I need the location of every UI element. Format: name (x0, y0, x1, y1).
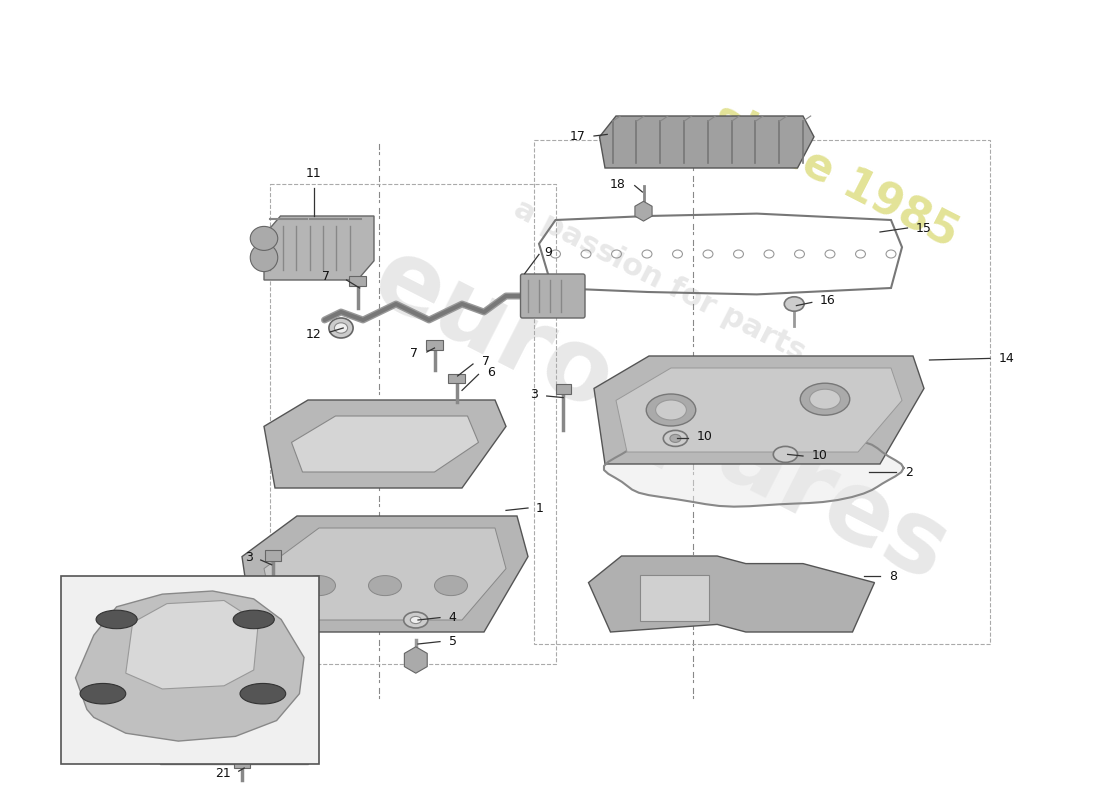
Ellipse shape (368, 576, 402, 595)
Polygon shape (76, 591, 304, 741)
Text: 10: 10 (696, 430, 712, 443)
FancyBboxPatch shape (178, 652, 244, 714)
Text: 12: 12 (306, 328, 321, 341)
Ellipse shape (251, 226, 277, 250)
Text: 3: 3 (530, 388, 538, 401)
Polygon shape (588, 556, 874, 632)
Text: 1: 1 (536, 502, 543, 514)
Polygon shape (292, 416, 478, 472)
Bar (160, 624, 308, 764)
FancyBboxPatch shape (520, 274, 585, 318)
Text: 8: 8 (889, 570, 896, 582)
Text: 7: 7 (322, 270, 330, 282)
Ellipse shape (233, 610, 274, 629)
Text: 21: 21 (216, 767, 231, 780)
Text: 5: 5 (449, 635, 456, 648)
Ellipse shape (663, 430, 688, 446)
Polygon shape (616, 368, 902, 452)
Ellipse shape (329, 318, 353, 338)
Bar (556, 384, 571, 394)
Polygon shape (640, 575, 708, 621)
Bar (60, 576, 319, 764)
Text: a passion for parts: a passion for parts (509, 194, 811, 366)
Ellipse shape (334, 322, 348, 334)
Ellipse shape (240, 683, 286, 704)
Text: 15: 15 (915, 222, 931, 234)
Ellipse shape (302, 576, 336, 595)
Ellipse shape (656, 400, 686, 420)
Text: 4: 4 (449, 611, 456, 624)
Text: 7: 7 (410, 347, 418, 360)
Bar (270, 184, 556, 664)
Polygon shape (604, 430, 903, 506)
Text: 17: 17 (570, 130, 585, 142)
Polygon shape (264, 400, 506, 488)
Text: eurospares: eurospares (356, 230, 964, 602)
Ellipse shape (434, 576, 468, 595)
Ellipse shape (96, 610, 138, 629)
Bar (234, 760, 250, 768)
Bar (349, 276, 366, 286)
Ellipse shape (404, 612, 428, 628)
Polygon shape (242, 516, 528, 632)
Polygon shape (594, 356, 924, 464)
Ellipse shape (800, 383, 849, 415)
Polygon shape (264, 528, 506, 620)
Ellipse shape (773, 446, 798, 462)
Bar (448, 374, 465, 383)
Bar (426, 340, 443, 350)
Bar (534, 140, 990, 644)
Text: 2: 2 (905, 466, 913, 478)
Text: 16: 16 (820, 294, 835, 307)
Ellipse shape (251, 243, 277, 272)
Ellipse shape (810, 389, 840, 409)
Text: 6: 6 (487, 366, 495, 378)
Text: 10: 10 (812, 450, 827, 462)
Text: 18: 18 (610, 178, 626, 190)
Text: 19: 19 (183, 666, 198, 678)
Ellipse shape (784, 297, 804, 311)
Text: 9: 9 (544, 246, 552, 258)
Ellipse shape (670, 434, 681, 442)
Text: 11: 11 (306, 167, 321, 180)
Bar (265, 550, 280, 561)
Text: 3: 3 (245, 551, 253, 564)
Polygon shape (125, 601, 258, 689)
Polygon shape (264, 216, 374, 280)
Polygon shape (600, 116, 814, 168)
Text: 7: 7 (482, 355, 490, 368)
Text: 20: 20 (210, 630, 225, 642)
Text: since 1985: since 1985 (706, 96, 966, 256)
Ellipse shape (410, 616, 421, 624)
Text: 14: 14 (999, 352, 1014, 365)
Ellipse shape (646, 394, 695, 426)
Ellipse shape (80, 683, 125, 704)
